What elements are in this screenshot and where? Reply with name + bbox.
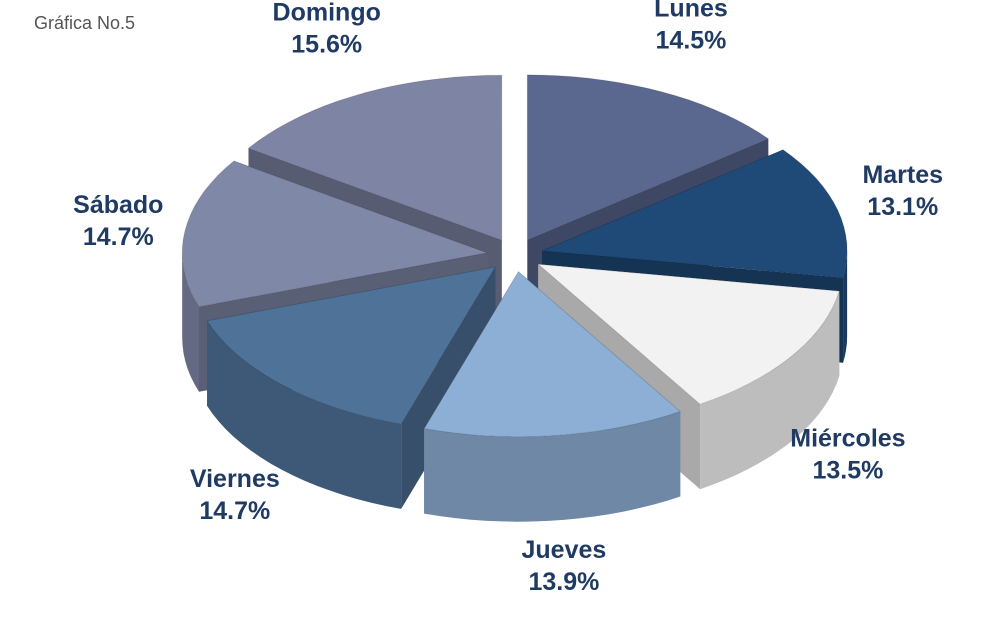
category-label: Lunes (654, 0, 728, 23)
category-label: Martes (862, 161, 943, 189)
slice-top (206, 266, 497, 425)
value-label: 15.6% (291, 31, 362, 59)
slice-top (423, 270, 682, 438)
slice-top (536, 263, 840, 405)
slice-top (247, 74, 503, 241)
slice-side (182, 252, 199, 392)
slice-side (424, 411, 681, 522)
value-label: 13.1% (867, 193, 938, 221)
slice-top (526, 74, 770, 241)
category-label: Viernes (190, 465, 280, 493)
slice-side-shade (182, 252, 199, 392)
category-label: Domingo (273, 0, 381, 27)
slice-side-shade (207, 320, 402, 509)
category-label: Miércoles (790, 424, 905, 452)
value-label: 14.5% (656, 27, 727, 55)
category-label: Sábado (73, 191, 163, 219)
value-label: 14.7% (83, 223, 154, 251)
slice-side (843, 250, 848, 363)
value-label: 13.5% (812, 456, 883, 484)
slice-side (207, 320, 402, 509)
value-label: 13.9% (528, 568, 599, 596)
chart-title: Gráfica No.5 (34, 13, 135, 33)
category-label: Jueves (521, 536, 606, 564)
value-label: 14.7% (199, 497, 270, 525)
slice-side-shade (700, 291, 840, 490)
slice-top (541, 149, 848, 279)
slice-side-shade (843, 250, 848, 363)
slice-side (700, 291, 840, 490)
slice-top (181, 160, 490, 308)
slice-side-shade (424, 411, 681, 522)
